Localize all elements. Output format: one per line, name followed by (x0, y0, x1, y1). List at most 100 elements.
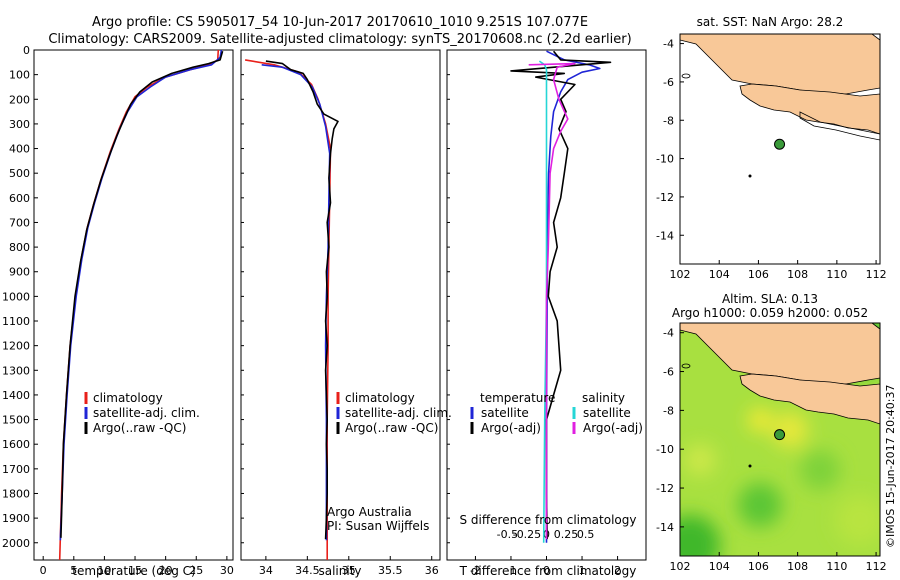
x-tick-label: 10 (97, 564, 111, 577)
map-y-tick-label: -10 (656, 153, 674, 166)
s-diff-tick-label: 0.5 (577, 528, 595, 541)
map-y-tick-label: -4 (663, 38, 674, 51)
legend-label-argo: Argo(..raw -QC) (93, 421, 186, 435)
x-tick-label: -2 (470, 564, 481, 577)
depth-tick-label: 1000 (2, 290, 30, 303)
sla-map-island-dot (748, 464, 752, 468)
s-diff-tick-label: 0.25 (554, 528, 579, 541)
sla-map-frame (679, 322, 881, 557)
depth-tick-label: 100 (9, 69, 30, 82)
map-x-tick-label: 110 (826, 560, 847, 573)
series-line-argo-raw-qc- (265, 60, 339, 540)
legend-title-temperature: temperature (480, 391, 555, 405)
sla-map-title-line1: Altim. SLA: 0.13 (722, 292, 818, 306)
depth-tick-label: 300 (9, 118, 30, 131)
figure-title-line2: Climatology: CARS2009. Satellite-adjuste… (48, 32, 631, 47)
temperature-series (58, 50, 224, 560)
credit-institution: Argo Australia (327, 505, 412, 519)
sst-map-island (681, 73, 691, 79)
figure-title-line1: Argo profile: CS 5905017_54 10-Jun-2017 … (92, 15, 588, 30)
legend-title-salinity: salinity (582, 391, 625, 405)
x-tick-label: 15 (128, 564, 142, 577)
series-line-temperature-argo-adj- (510, 50, 612, 540)
depth-tick-label: 1200 (2, 340, 30, 353)
series-line-salinity-satellite (538, 60, 548, 543)
legend-label-argo: Argo(..raw -QC) (345, 421, 438, 435)
temperature-panel-frame (33, 49, 234, 561)
legend-label-temperature-satellite: satellite (481, 406, 529, 420)
x-tick-label: 5 (70, 564, 77, 577)
series-line-temperature-satellite (545, 50, 601, 543)
map-x-tick-label: 108 (787, 560, 808, 573)
map-y-tick-label: -8 (663, 404, 674, 417)
sla-map-axes: 102 104 106 108 110 112 -4 -6 -8 -10 -12 -14 (656, 327, 887, 573)
map-x-tick-label: 112 (866, 268, 887, 281)
map-y-tick-label: -8 (663, 114, 674, 127)
map-x-tick-label: 110 (826, 268, 847, 281)
sla-map-land-java (739, 373, 880, 425)
series-line-climatology (244, 59, 332, 560)
x-tick-label: 30 (220, 564, 234, 577)
x-tick-label: 25 (189, 564, 203, 577)
map-y-tick-label: -14 (656, 229, 674, 242)
depth-tick-label: 500 (9, 167, 30, 180)
legend-label-satellite: satellite-adj. clim. (345, 406, 452, 420)
map-x-tick-label: 104 (709, 268, 730, 281)
sst-map-title: sat. SST: NaN Argo: 28.2 (697, 15, 844, 29)
series-line-satellite-adj-clim- (59, 50, 223, 541)
depth-tick-label: 1800 (2, 487, 30, 500)
sla-map-argo-marker (774, 429, 786, 441)
sst-map-argo-marker (774, 138, 786, 150)
s-diff-tick-label: -0.25 (513, 528, 541, 541)
salinity-panel-frame (240, 49, 441, 561)
x-tick-label: 20 (159, 564, 173, 577)
difference-x-axis: -2 -1 0 1 2-0.5-0.25 0 0.250.5 (470, 528, 621, 577)
x-tick-label: 34.5 (295, 564, 320, 577)
depth-tick-label: 1400 (2, 389, 30, 402)
map-x-tick-label: 106 (748, 560, 769, 573)
series-line-argo-raw-qc- (60, 50, 224, 538)
map-y-tick-label: -6 (663, 76, 674, 89)
depth-tick-label: 1700 (2, 463, 30, 476)
imos-stamp: ©IMOS 15-Jun-2017 20:40:37 (884, 384, 897, 548)
series-line-climatology (58, 50, 220, 560)
legend-label-satellite: satellite-adj. clim. (93, 406, 200, 420)
difference-xlabel-bottom: T difference from climatology (459, 564, 637, 578)
legend-label-climatology: climatology (93, 391, 163, 405)
x-tick-label: 2 (614, 564, 621, 577)
depth-tick-label: 1900 (2, 512, 30, 525)
x-tick-label: 36 (425, 564, 439, 577)
salinity-legend: climatology satellite-adj. clim. Argo(..… (336, 391, 452, 435)
depth-tick-label: 1600 (2, 438, 30, 451)
legend-label-temperature-argo: Argo(-adj) (481, 421, 541, 435)
map-y-tick-label: -6 (663, 366, 674, 379)
difference-xlabel-top: S difference from climatology (460, 513, 637, 527)
map-x-tick-label: 102 (670, 560, 691, 573)
salinity-x-axis: 34 34.5 35 35.5 36 (259, 556, 439, 577)
depth-tick-label: 1500 (2, 414, 30, 427)
sla-map-island (681, 363, 691, 369)
sst-map-contour (799, 111, 880, 141)
map-y-tick-label: -12 (656, 191, 674, 204)
sst-map-axes: 102 104 106 108 110 112 -4 -6 -8 -10 -12 -14 (656, 38, 887, 281)
depth-tick-label: 1100 (2, 315, 30, 328)
map-y-tick-label: -12 (656, 482, 674, 495)
difference-series (510, 50, 612, 543)
sla-map (680, 323, 880, 556)
temperature-x-axis: 0 5 10 15 20 25 30 (40, 556, 234, 577)
temperature-xlabel: temperature (deg C) (72, 564, 195, 578)
difference-legend: temperature satellite Argo(-adj) salinit… (470, 391, 643, 435)
legend-label-salinity-satellite: satellite (583, 406, 631, 420)
map-x-tick-label: 102 (670, 268, 691, 281)
map-x-tick-label: 106 (748, 268, 769, 281)
series-line-satellite-adj-clim- (261, 64, 331, 541)
x-tick-label: 0 (40, 564, 47, 577)
credit-pi: PI: Susan Wijffels (327, 519, 429, 533)
map-y-tick-label: -14 (656, 521, 674, 534)
map-x-tick-label: 108 (787, 268, 808, 281)
depth-axis: 0 100 200 300 400 500 600 700 800 900 1000 1100 1200… (2, 44, 450, 550)
depth-tick-label: 200 (9, 93, 30, 106)
s-diff-tick-label: -0.5 (497, 528, 518, 541)
map-x-tick-label: 112 (866, 560, 887, 573)
